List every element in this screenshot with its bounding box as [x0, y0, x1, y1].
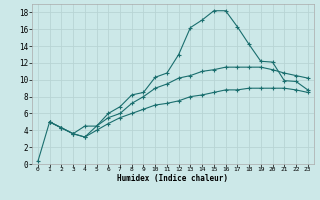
X-axis label: Humidex (Indice chaleur): Humidex (Indice chaleur): [117, 174, 228, 183]
